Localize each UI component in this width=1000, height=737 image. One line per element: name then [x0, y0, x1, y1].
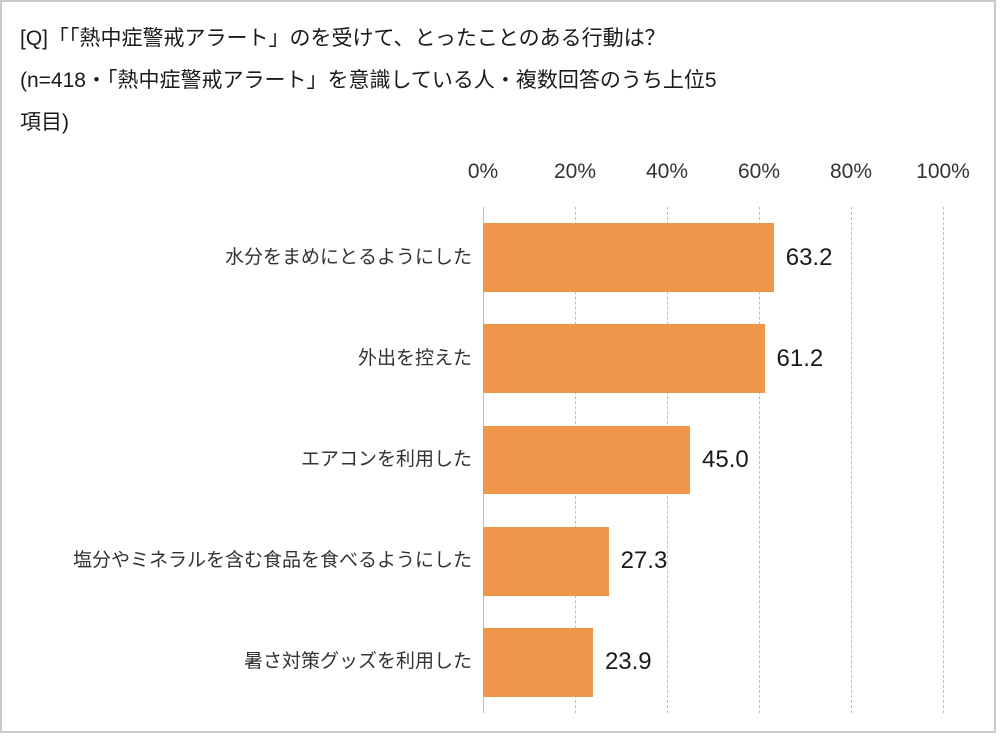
x-axis-tick-label: 60% [737, 160, 781, 183]
bar-value-label: 63.2 [785, 243, 833, 271]
x-axis-tick-label: 100% [916, 160, 970, 183]
category-label: 水分をまめにとるようにした [224, 246, 472, 268]
gridline [851, 207, 852, 713]
x-axis-tick-label: 0% [467, 160, 499, 183]
x-axis-tick-label: 40% [645, 160, 689, 183]
bar [483, 526, 609, 596]
bar-rows-container: 63.2 61.2 45.0 27.3 23.9 [483, 207, 943, 713]
bar-value-label: 27.3 [620, 547, 668, 575]
bar-row: 23.9 [483, 612, 943, 713]
x-axis-tick-label: 20% [553, 160, 597, 183]
bar-row: 45.0 [483, 409, 943, 510]
x-axis-tick-labels: 0% 20% 40% 60% 80% 100% [468, 160, 970, 194]
bar-value-label: 23.9 [604, 648, 652, 676]
gridline [943, 207, 944, 713]
bar [483, 223, 774, 292]
x-axis-tick-label: 80% [829, 160, 873, 183]
category-label: 暑さ対策グッズを利用した [243, 651, 472, 673]
bar-row: 63.2 [483, 207, 943, 308]
chart-title-line-2: (n=418・「熱中症警戒アラート」を意識している人・複数回答のうち上位5 [20, 69, 717, 92]
plot-area: 63.2 61.2 45.0 27.3 23.9 [483, 207, 944, 713]
bar [483, 324, 765, 394]
chart-title-line-3: 項目) [20, 111, 69, 134]
category-label: エアコンを利用した [300, 449, 472, 470]
category-label: 塩分やミネラルを含む食品を食べるようにした [72, 550, 472, 572]
bar [483, 425, 690, 495]
chart-title: [Q]「「熱中症警戒アラート」のを受けて、とったことのある行動は？ (n=418… [20, 18, 970, 144]
category-axis-labels: 水分をまめにとるようにした外出を控えたエアコンを利用した塩分やミネラルを含む食品… [10, 207, 472, 713]
chart-title-line-1: [Q]「「熱中症警戒アラート」のを受けて、とったことのある行動は？ [20, 27, 666, 50]
bar-value-label: 61.2 [776, 344, 824, 372]
bar-value-label: 45.0 [702, 446, 749, 473]
bar-row: 61.2 [483, 308, 943, 409]
bar [483, 628, 593, 697]
category-label: 外出を控えた [357, 347, 472, 369]
gridline [759, 207, 760, 713]
bar-row: 27.3 [483, 511, 943, 612]
